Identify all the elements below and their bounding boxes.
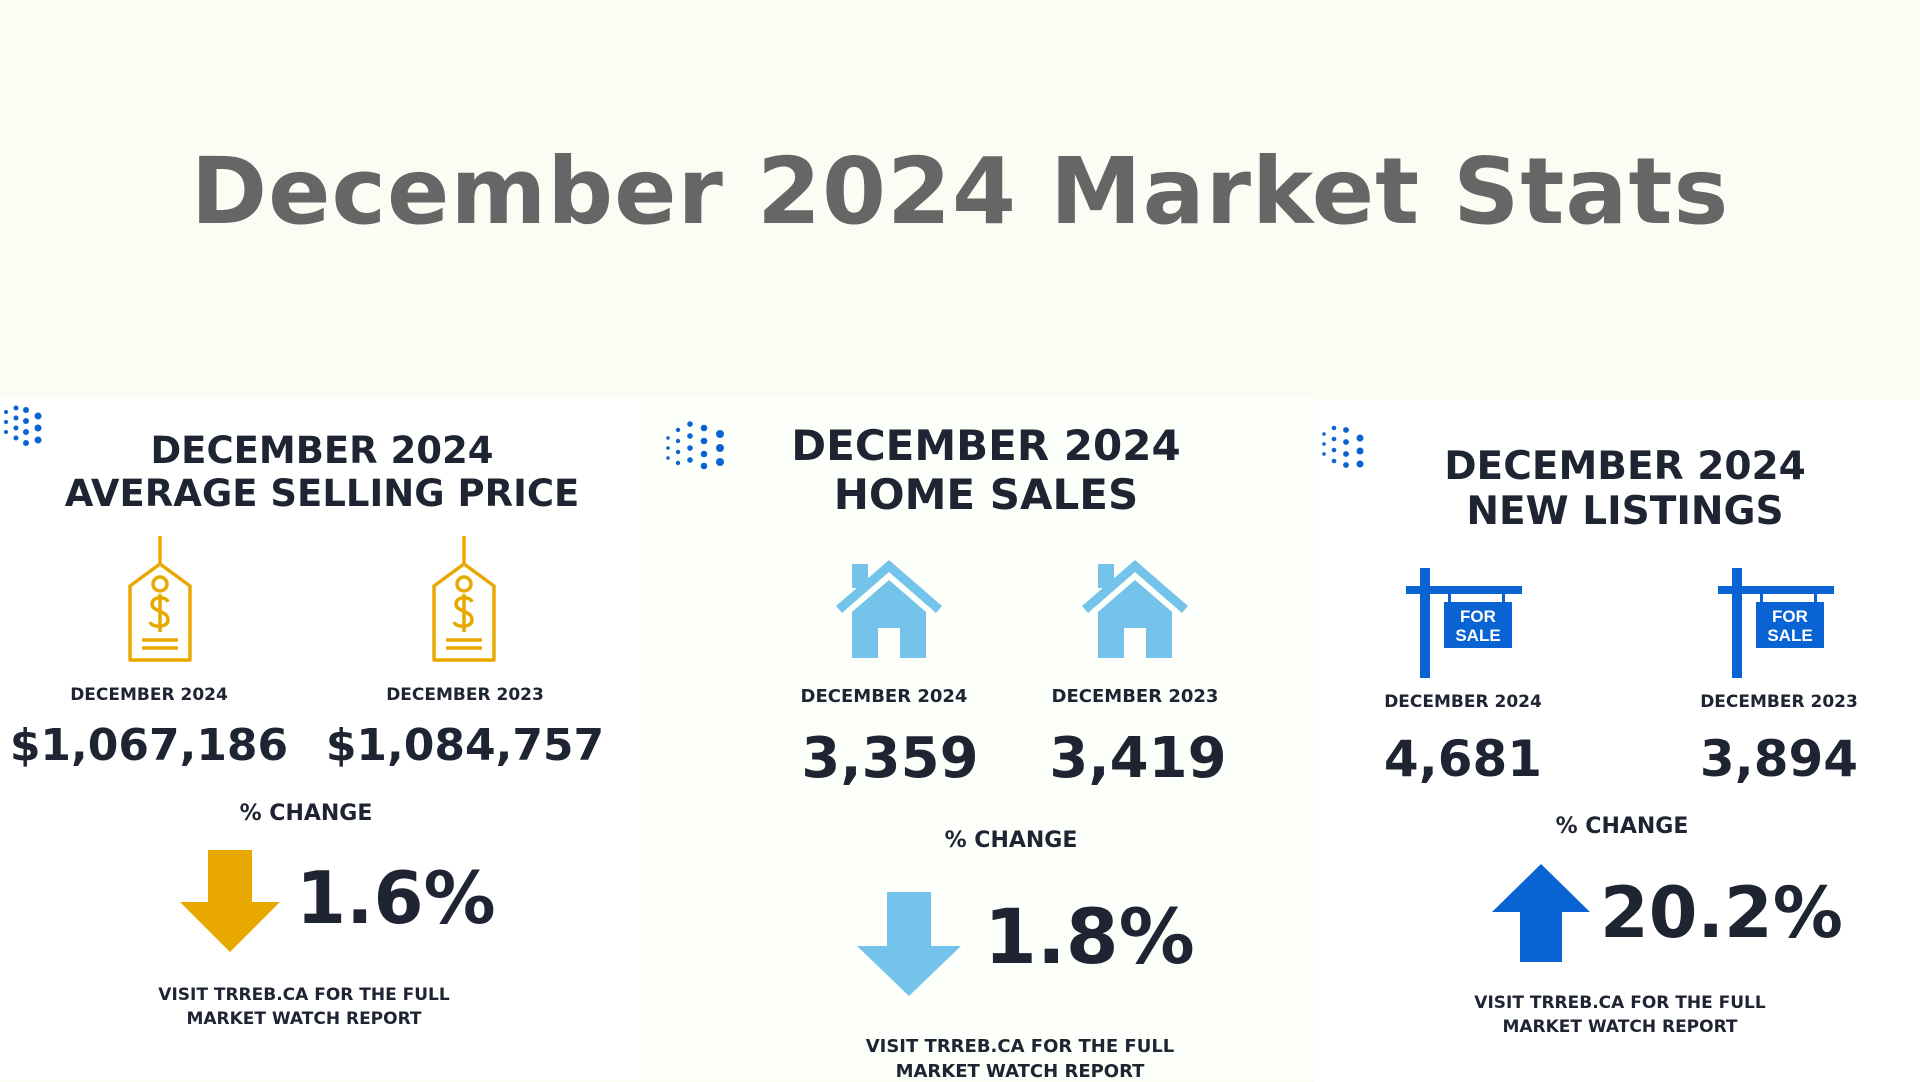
home-sales-panel: DECEMBER 2024 HOME SALES DECEMBER 2024 D…	[644, 398, 1314, 1080]
page-title: December 2024 Market Stats	[190, 138, 1730, 245]
footer-line-1: VISIT TRREB.CA FOR THE FULL	[158, 985, 450, 1005]
panel-heading: DECEMBER 2024 HOME SALES	[651, 421, 1314, 519]
sign-text-line-1: FOR	[1460, 607, 1496, 626]
footer-note: VISIT TRREB.CA FOR THE FULL MARKET WATCH…	[820, 1034, 1220, 1080]
house-icon	[836, 560, 942, 658]
footer-line-1: VISIT TRREB.CA FOR THE FULL	[1474, 993, 1766, 1013]
col2-value: 3,894	[1699, 730, 1859, 788]
percent-change-value: 1.8%	[984, 892, 1195, 981]
for-sale-sign-icon: FOR SALE	[1406, 568, 1522, 678]
col2-label: DECEMBER 2023	[1700, 692, 1858, 712]
col1-value: 3,359	[801, 726, 979, 791]
for-sale-sign-icon: FOR SALE	[1718, 568, 1834, 678]
percent-change-label: % CHANGE	[1555, 814, 1689, 839]
dot-pattern-icon	[1320, 422, 1372, 470]
footer-line-2: MARKET WATCH REPORT	[895, 1061, 1145, 1080]
col1-label: DECEMBER 2024	[800, 686, 968, 707]
heading-line-2: NEW LISTINGS	[1466, 489, 1784, 535]
col1-value: 4,681	[1383, 730, 1543, 788]
col1-value: $1,067,186	[9, 720, 289, 771]
house-icon	[1082, 560, 1188, 658]
footer-line-2: MARKET WATCH REPORT	[186, 1008, 422, 1029]
col2-label: DECEMBER 2023	[1051, 686, 1219, 707]
footer-note: VISIT TRREB.CA FOR THE FULL MARKET WATCH…	[1420, 992, 1820, 1040]
average-selling-price-panel: DECEMBER 2024 AVERAGE SELLING PRICE DECE…	[0, 398, 644, 1080]
percent-change-label: % CHANGE	[239, 801, 373, 826]
footer-note: VISIT TRREB.CA FOR THE FULL MARKET WATCH…	[104, 984, 504, 1032]
panel-heading: DECEMBER 2024 AVERAGE SELLING PRICE	[0, 429, 644, 516]
new-listings-panel: DECEMBER 2024 NEW LISTINGS FOR SALE FOR …	[1314, 400, 1920, 1082]
panel-heading: DECEMBER 2024 NEW LISTINGS	[1322, 444, 1920, 534]
price-tag-icon	[118, 536, 202, 664]
arrow-down-icon	[857, 892, 961, 996]
sign-text-line-2: SALE	[1767, 626, 1812, 645]
dot-pattern-icon	[2, 402, 50, 450]
heading-line-1: DECEMBER 2024	[150, 429, 494, 472]
percent-change-label: % CHANGE	[944, 828, 1078, 853]
heading-line-1: DECEMBER 2024	[791, 421, 1181, 470]
percent-change-value: 1.6%	[296, 856, 496, 940]
col1-label: DECEMBER 2024	[1384, 692, 1542, 712]
price-tag-icon	[422, 536, 506, 664]
col1-label: DECEMBER 2024	[70, 685, 228, 705]
arrow-up-icon	[1492, 864, 1590, 962]
col2-label: DECEMBER 2023	[386, 685, 544, 705]
col2-value: $1,084,757	[325, 720, 605, 771]
heading-line-2: AVERAGE SELLING PRICE	[64, 471, 580, 515]
arrow-down-icon	[180, 850, 280, 952]
percent-change-value: 20.2%	[1600, 872, 1843, 954]
col2-value: 3,419	[1049, 726, 1227, 791]
sign-text-line-1: FOR	[1772, 607, 1808, 626]
dot-pattern-icon	[664, 416, 732, 470]
sign-text-line-2: SALE	[1455, 626, 1500, 645]
footer-line-2: MARKET WATCH REPORT	[1502, 1016, 1738, 1037]
footer-line-1: VISIT TRREB.CA FOR THE FULL	[865, 1036, 1175, 1057]
heading-line-1: DECEMBER 2024	[1444, 444, 1806, 489]
heading-line-2: HOME SALES	[833, 469, 1139, 519]
